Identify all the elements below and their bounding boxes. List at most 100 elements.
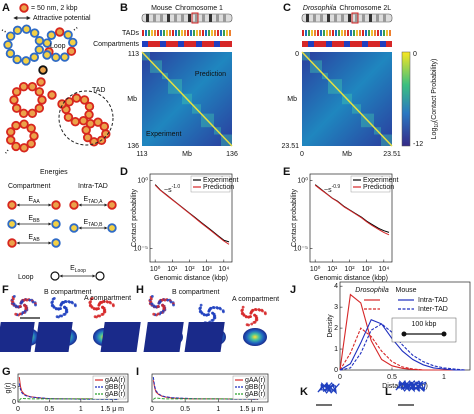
tad-stripe (362, 30, 364, 36)
structure-bead (202, 312, 206, 316)
energy-term-part: E (83, 219, 88, 226)
compartment-block (148, 41, 154, 47)
scalebar-box (391, 317, 457, 343)
scalebar-end (441, 331, 447, 337)
y-tick-label: 1 (334, 346, 338, 353)
tad-stripe (380, 30, 382, 36)
bead (18, 81, 29, 92)
y-tick-label: 0 (12, 399, 16, 406)
bead (26, 123, 36, 133)
compartment-block (142, 41, 148, 47)
ideogram-band (146, 14, 149, 22)
bead (21, 56, 31, 66)
y-tick-label: 10⁰ (297, 176, 308, 184)
panel-label: B (120, 2, 128, 14)
tad-stripe (305, 30, 307, 36)
compartment-block (368, 41, 374, 47)
tad-stripe (196, 30, 198, 36)
annotation: ~s-1.0 (164, 184, 180, 194)
tad-stripe (311, 30, 313, 36)
axis-unit: Mb (127, 96, 137, 103)
compartment-block (172, 41, 178, 47)
ideogram-band (181, 14, 184, 22)
loop-bead (95, 271, 105, 281)
energies-label: Energies (40, 169, 68, 176)
panel-label: K (300, 386, 308, 398)
y-tick-label: 10⁰ (137, 176, 148, 184)
structure-trace (395, 379, 427, 393)
y-axis-label: Contact probability (131, 189, 138, 247)
energy-term-part: E (28, 215, 33, 222)
dots (1, 26, 79, 155)
density-image (100, 322, 141, 352)
structure-bead (248, 315, 252, 318)
colorbar-tick: -12 (413, 141, 423, 148)
bead (79, 95, 90, 105)
tad-stripe (353, 30, 355, 36)
structure-bead (12, 295, 16, 298)
bead (5, 48, 16, 59)
structure-bead (169, 300, 173, 304)
structure-bead (90, 305, 94, 309)
energy-term: EAB (28, 234, 40, 243)
x-tick-label: 10³ (202, 266, 213, 273)
structure-bead (74, 304, 77, 308)
compartment-block (160, 41, 166, 47)
bead (68, 37, 78, 48)
structure-bead (94, 307, 98, 311)
series-line (18, 397, 119, 401)
axis-end-label: 136 (127, 143, 139, 150)
legend-label: Prediction (363, 184, 394, 191)
panel-label: C (283, 2, 291, 14)
structure-bead (71, 301, 74, 305)
tad-stripe (178, 30, 180, 36)
bead (18, 108, 29, 119)
bead (29, 52, 40, 62)
bead (7, 238, 17, 248)
energy-term: EAA (28, 196, 40, 205)
panel-label: H (136, 284, 144, 296)
ideogram-band (167, 14, 170, 22)
tad-stripe (386, 30, 388, 36)
structure-trace (317, 381, 340, 395)
structure-bead (102, 300, 106, 304)
x-tick-label: 0.5 (180, 406, 190, 413)
legend (92, 375, 127, 400)
x-tick-label: 0.5 (45, 406, 55, 413)
panel-label: E (283, 166, 290, 178)
bead (5, 31, 16, 41)
structure-bead (64, 309, 68, 312)
compartment-block (302, 41, 308, 47)
compartment-block (386, 41, 392, 47)
legend-label: Inter-TAD (418, 306, 448, 313)
structure-bead (222, 310, 225, 314)
series-line (339, 323, 465, 371)
structure-bead (245, 323, 249, 327)
bead (12, 54, 22, 65)
tad-stripe (148, 30, 150, 36)
colorbar-label-part: Log (431, 128, 438, 140)
map-title-part: Chromosome 2L (339, 5, 391, 12)
structure-bead (92, 306, 96, 310)
tad-stripe (356, 30, 358, 36)
tad-stripe (160, 30, 162, 36)
energy-term-part: AA (33, 199, 40, 205)
tad-stripe (314, 30, 316, 36)
compartment-block (178, 41, 184, 47)
tad-stripe (202, 30, 204, 36)
structure-bead (18, 304, 22, 308)
energy-term: EBB (28, 215, 40, 224)
ideogram-band (209, 14, 212, 22)
ideogram-band (334, 14, 337, 22)
ideogram-band (174, 14, 177, 22)
structure-bead (55, 315, 59, 319)
y-tick-label: 5 (12, 383, 16, 390)
compartment-block (374, 41, 380, 47)
legend-label: Experiment (363, 177, 398, 184)
structure-bead (62, 313, 66, 316)
structure-bead (166, 298, 170, 302)
density-image (0, 322, 35, 352)
scalebar-end (401, 331, 407, 337)
structure-bead (149, 297, 153, 301)
bead (7, 219, 17, 229)
